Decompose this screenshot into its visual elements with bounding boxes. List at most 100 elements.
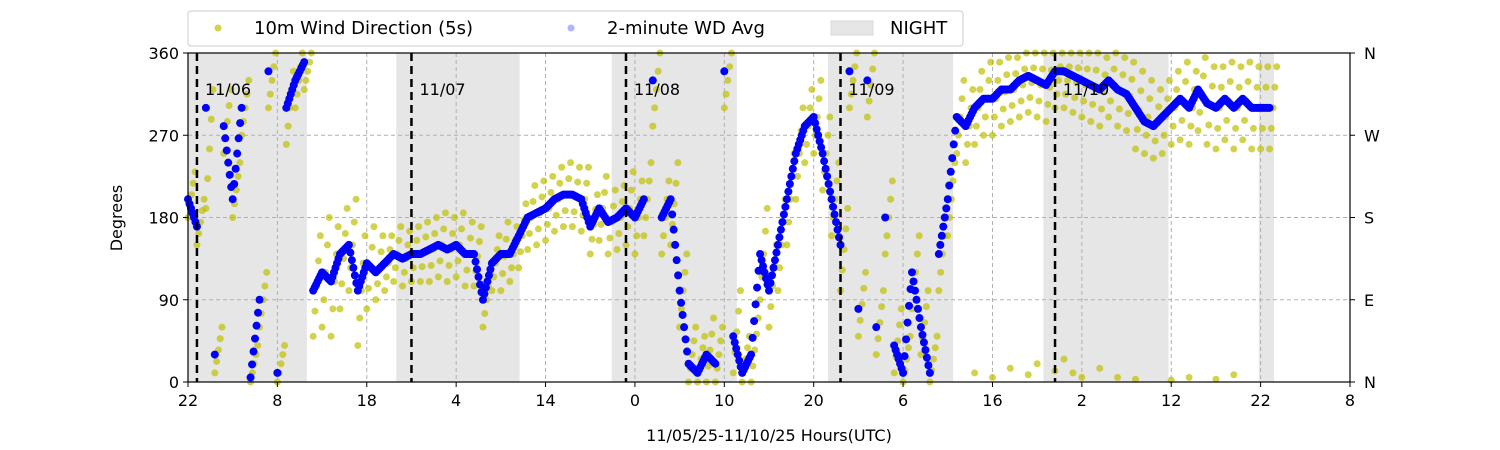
wd5s-point (311, 307, 319, 315)
wd5s-point (944, 232, 952, 240)
avg-point (254, 308, 263, 317)
wd5s-point (654, 67, 662, 75)
wd5s-point (356, 314, 364, 322)
wd5s-point (997, 122, 1005, 130)
wd5s-point (350, 218, 358, 226)
wd5s-point (672, 179, 680, 187)
wd5s-point (665, 177, 673, 185)
avg-point (751, 300, 760, 309)
wd5s-point (1106, 97, 1114, 105)
wd5s-point (497, 287, 505, 295)
wd5s-point (1024, 371, 1032, 379)
avg-point (666, 195, 675, 204)
avg-point (648, 76, 657, 85)
wd5s-point (488, 287, 496, 295)
wd5s-point (531, 182, 539, 190)
avg-point (753, 283, 762, 292)
wd5s-point (279, 351, 287, 359)
wd5s-point (388, 232, 396, 240)
wd5s-point (1006, 364, 1014, 372)
avg-point (781, 202, 790, 211)
wd5s-point (229, 214, 237, 221)
avg-point (832, 218, 841, 227)
wd5s-point (699, 344, 707, 352)
avg-point (948, 154, 957, 163)
wd5s-point (534, 225, 542, 233)
wd5s-point (552, 211, 560, 219)
x-tick-label: 12 (1161, 391, 1181, 410)
wd5s-point (963, 140, 971, 148)
wd5s-point (481, 309, 489, 317)
wd5s-point (1164, 95, 1172, 103)
avg-point (899, 368, 908, 377)
x-tick-label: 0 (630, 391, 640, 410)
wd5s-point (972, 122, 980, 130)
wd5s-point (502, 235, 510, 243)
wd5s-point (987, 58, 995, 66)
wd5s-point (1105, 113, 1113, 121)
wd5s-point (538, 193, 546, 201)
avg-point (735, 356, 744, 365)
wd5s-point (352, 195, 360, 203)
wd5s-point (432, 214, 440, 221)
wd5s-point (1013, 54, 1021, 62)
wd5s-point (268, 76, 276, 84)
wd5s-point (1214, 124, 1222, 132)
wd5s-point (913, 250, 921, 258)
wd5s-point (556, 179, 564, 187)
wd5s-point (1157, 86, 1165, 94)
wd5s-point (937, 268, 945, 276)
wd5s-point (978, 67, 986, 75)
avg-point (225, 170, 234, 179)
wd5s-point (459, 209, 467, 217)
wd5s-point (615, 229, 623, 237)
avg-point (863, 76, 872, 85)
wd5s-point (735, 307, 743, 315)
wd5s-point (1098, 105, 1106, 113)
wd5s-point (1035, 97, 1043, 105)
avg-point (922, 353, 931, 362)
wd5s-point (1039, 65, 1047, 73)
avg-point (470, 250, 479, 259)
avg-point (769, 263, 778, 272)
wd5s-point (468, 218, 476, 226)
wd5s-point (849, 76, 857, 84)
wd5s-point (449, 229, 457, 237)
avg-point (344, 240, 353, 249)
avg-point (480, 289, 489, 298)
wd5s-point (227, 86, 235, 94)
wd5s-point (370, 223, 378, 231)
wd5s-point (577, 227, 585, 235)
wd5s-point (806, 104, 814, 112)
wd5s-point (547, 188, 555, 196)
avg-point (916, 323, 925, 332)
wd5s-point (1151, 137, 1159, 145)
avg-point (757, 256, 766, 265)
wd5s-point (1266, 145, 1274, 153)
x-tick-label: 8 (1345, 391, 1355, 410)
wd5s-point (652, 86, 660, 94)
wd5s-point (879, 287, 887, 295)
avg-point (778, 218, 787, 227)
wd5s-point (683, 250, 691, 258)
wd5s-point (1258, 124, 1266, 132)
avg-point (826, 187, 835, 196)
wd5s-point (1192, 67, 1200, 75)
avg-point (224, 158, 233, 167)
x-tick-label: 4 (451, 391, 461, 410)
wd5s-point (845, 104, 853, 112)
wd5s-point (1148, 76, 1156, 84)
wd5s-point (595, 236, 603, 244)
avg-point (942, 204, 951, 213)
wd5s-point (638, 177, 646, 185)
wd5s-point (1244, 78, 1252, 86)
wd5s-point (291, 104, 299, 112)
wd5s-point (1235, 83, 1243, 91)
wd5s-point (458, 225, 466, 233)
wd5s-point (1273, 63, 1281, 71)
avg-point (756, 250, 765, 259)
wd5s-point (1230, 371, 1238, 379)
wd5s-point (1140, 150, 1148, 158)
avg-point (921, 346, 930, 355)
wd5s-point (525, 229, 533, 237)
